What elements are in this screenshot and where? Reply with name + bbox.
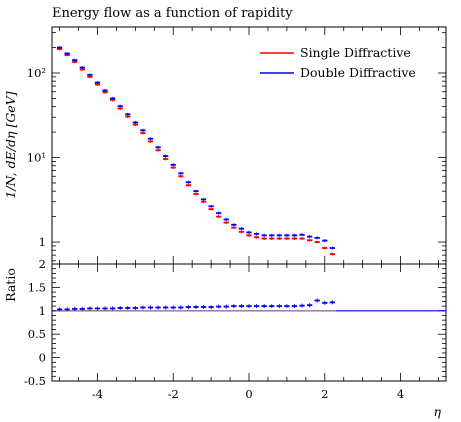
main-y-axis: 1 10¹ 10² bbox=[27, 27, 446, 264]
main-y-tick-label: 1 bbox=[39, 235, 46, 249]
legend: Single Diffractive Double Diffractive bbox=[260, 45, 416, 80]
chart-title: Energy flow as a function of rapidity bbox=[52, 6, 293, 21]
main-data-marks bbox=[56, 46, 335, 256]
x-tick-label: -2 bbox=[168, 387, 179, 401]
main-plot-frame bbox=[51, 26, 447, 265]
ratio-y-tick-label: 0 bbox=[39, 351, 46, 365]
ratio-axes: -0.5 0 0.5 1 1.5 2 -4 -2 0 2 4 bbox=[24, 257, 446, 401]
ratio-y-tick-label: 0.5 bbox=[28, 327, 46, 341]
legend-label-double-diffractive: Double Diffractive bbox=[300, 65, 416, 80]
ratio-plot-frame bbox=[51, 263, 447, 382]
main-y-tick-label: 10² bbox=[27, 66, 46, 80]
ratio-data-marks bbox=[52, 298, 446, 312]
ratio-y-axis-label: Ratio bbox=[3, 268, 18, 302]
legend-label-single-diffractive: Single Diffractive bbox=[300, 45, 411, 60]
ratio-y-tick-label: 1 bbox=[39, 304, 46, 318]
x-axis-label: η bbox=[434, 404, 442, 419]
ratio-y-tick-label: 2 bbox=[39, 257, 46, 271]
main-plot-panel: 1 10¹ 10² 1/N, dE/dη [GeV] Single Diffract… bbox=[3, 26, 447, 265]
main-y-axis-label: 1/N, dE/dη [GeV] bbox=[3, 91, 18, 198]
ratio-plot-panel: -0.5 0 0.5 1 1.5 2 -4 -2 0 2 4 Ratio η bbox=[3, 257, 447, 419]
ratio-y-tick-label: 1.5 bbox=[28, 280, 46, 294]
x-tick-label: 0 bbox=[245, 387, 252, 401]
main-y-tick-label: 10¹ bbox=[27, 151, 46, 165]
x-tick-label: 2 bbox=[321, 387, 328, 401]
ratio-y-tick-label: -0.5 bbox=[24, 374, 46, 388]
x-tick-label: 4 bbox=[397, 387, 404, 401]
x-tick-label: -4 bbox=[92, 387, 103, 401]
